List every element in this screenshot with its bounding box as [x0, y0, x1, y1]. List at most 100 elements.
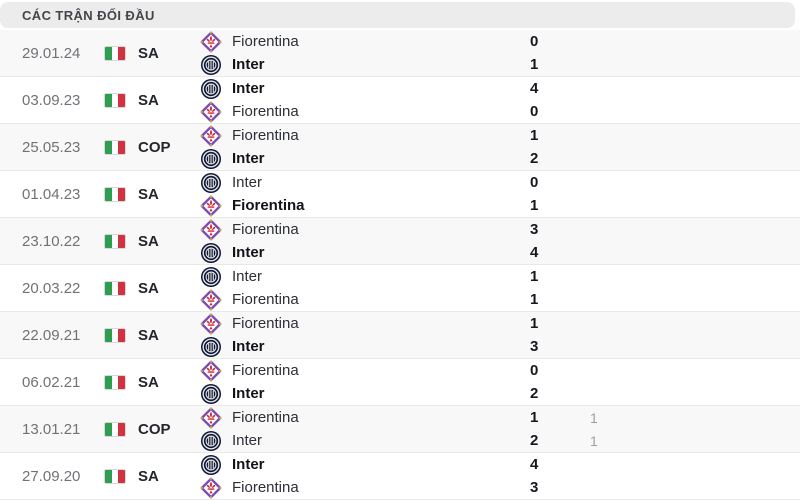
team-line: Fiorentina 1 — [200, 289, 800, 311]
competition-code: SA — [138, 232, 159, 250]
match-row[interactable]: 23.10.22 SA Fiorentina 3 Inter 4 — [0, 218, 800, 265]
team-score-secondary: 1 — [590, 432, 598, 449]
match-row[interactable]: 27.09.20 SA Inter 4 Fiorentina 3 — [0, 453, 800, 500]
fiorentina-logo-icon — [200, 407, 222, 429]
italy-flag-icon — [104, 327, 126, 343]
team-score-secondary: 1 — [590, 409, 598, 426]
team-name: Inter — [232, 150, 265, 167]
fiorentina-logo-icon — [200, 360, 222, 382]
team-name: Inter — [232, 338, 265, 355]
inter-logo-icon — [200, 266, 222, 288]
match-row[interactable]: 29.01.24 SA Fiorentina 0 Inter 1 — [0, 30, 800, 77]
match-teams: Fiorentina 0 Inter 1 — [200, 30, 800, 76]
team-score: 0 — [530, 174, 539, 191]
competition-code: SA — [138, 326, 159, 344]
team-score: 1 — [530, 56, 539, 73]
inter-logo-icon — [200, 454, 222, 476]
team-score: 1 — [530, 409, 539, 426]
match-row[interactable]: 06.02.21 SA Fiorentina 0 Inter 2 — [0, 359, 800, 406]
team-score: 1 — [530, 268, 539, 285]
match-date: 25.05.23 — [22, 138, 81, 156]
italy-flag-icon — [104, 421, 126, 437]
match-row[interactable]: 03.09.23 SA Inter 4 Fiorentina 0 — [0, 77, 800, 124]
team-line: Inter 2 — [200, 383, 800, 405]
fiorentina-logo-icon — [200, 219, 222, 241]
competition-code: SA — [138, 373, 159, 391]
fiorentina-logo-icon — [200, 125, 222, 147]
competition-code: SA — [138, 467, 159, 485]
match-date: 01.04.23 — [22, 185, 81, 203]
match-teams: Inter 0 Fiorentina 1 — [200, 171, 800, 217]
italy-flag-icon — [104, 92, 126, 108]
match-date: 03.09.23 — [22, 91, 81, 109]
team-line: Fiorentina 1 — [200, 313, 800, 335]
team-name: Inter — [232, 432, 263, 449]
team-line: Fiorentina 0 — [200, 31, 800, 53]
team-line: Fiorentina 1 1 — [200, 407, 800, 429]
match-teams: Fiorentina 3 Inter 4 — [200, 218, 800, 264]
team-line: Inter 2 — [200, 148, 800, 170]
team-name: Fiorentina — [232, 409, 299, 426]
team-score: 3 — [530, 338, 539, 355]
match-row[interactable]: 13.01.21 COP Fiorentina 1 1 Inter 2 1 — [0, 406, 800, 453]
team-line: Fiorentina 3 — [200, 219, 800, 241]
fiorentina-logo-icon — [200, 101, 222, 123]
match-row[interactable]: 22.09.21 SA Fiorentina 1 Inter 3 — [0, 312, 800, 359]
match-teams: Fiorentina 1 1 Inter 2 1 — [200, 406, 800, 452]
team-score: 2 — [530, 432, 539, 449]
team-name: Inter — [232, 56, 265, 73]
team-name: Fiorentina — [232, 315, 299, 332]
team-line: Fiorentina 1 — [200, 195, 800, 217]
team-score: 4 — [530, 80, 539, 97]
team-score: 4 — [530, 456, 539, 473]
fiorentina-logo-icon — [200, 477, 222, 499]
match-row[interactable]: 20.03.22 SA Inter 1 Fiorentina 1 — [0, 265, 800, 312]
team-name: Fiorentina — [232, 291, 299, 308]
match-date: 20.03.22 — [22, 279, 81, 297]
team-line: Inter 3 — [200, 336, 800, 358]
team-line: Inter 4 — [200, 242, 800, 264]
team-score: 3 — [530, 221, 539, 238]
team-score: 2 — [530, 385, 539, 402]
team-score: 0 — [530, 362, 539, 379]
team-line: Fiorentina 0 — [200, 101, 800, 123]
match-row[interactable]: 25.05.23 COP Fiorentina 1 Inter 2 — [0, 124, 800, 171]
inter-logo-icon — [200, 78, 222, 100]
match-row[interactable]: 01.04.23 SA Inter 0 Fiorentina 1 — [0, 171, 800, 218]
inter-logo-icon — [200, 383, 222, 405]
section-title: CÁC TRẬN ĐỐI ĐẦU — [22, 7, 155, 23]
italy-flag-icon — [104, 280, 126, 296]
team-line: Inter 1 — [200, 266, 800, 288]
team-score: 1 — [530, 127, 539, 144]
team-name: Fiorentina — [232, 362, 299, 379]
inter-logo-icon — [200, 172, 222, 194]
match-date: 06.02.21 — [22, 373, 81, 391]
match-teams: Inter 4 Fiorentina 3 — [200, 453, 800, 499]
team-name: Inter — [232, 268, 263, 285]
team-score: 1 — [530, 197, 539, 214]
italy-flag-icon — [104, 45, 126, 61]
match-teams: Inter 1 Fiorentina 1 — [200, 265, 800, 311]
team-score: 0 — [530, 103, 539, 120]
team-line: Inter 0 — [200, 172, 800, 194]
team-line: Inter 2 1 — [200, 430, 800, 452]
team-name: Inter — [232, 174, 263, 191]
match-date: 29.01.24 — [22, 44, 81, 62]
fiorentina-logo-icon — [200, 195, 222, 217]
match-date: 23.10.22 — [22, 232, 81, 250]
fiorentina-logo-icon — [200, 289, 222, 311]
italy-flag-icon — [104, 374, 126, 390]
competition-code: COP — [138, 420, 171, 438]
match-list: 29.01.24 SA Fiorentina 0 Inter 1 03.09.23 SA Int… — [0, 30, 800, 500]
team-score: 3 — [530, 479, 539, 496]
match-teams: Inter 4 Fiorentina 0 — [200, 77, 800, 123]
section-header: CÁC TRẬN ĐỐI ĐẦU — [0, 2, 795, 28]
fiorentina-logo-icon — [200, 31, 222, 53]
team-score: 1 — [530, 291, 539, 308]
match-teams: Fiorentina 0 Inter 2 — [200, 359, 800, 405]
team-score: 0 — [530, 33, 539, 50]
match-date: 22.09.21 — [22, 326, 81, 344]
team-line: Fiorentina 3 — [200, 477, 800, 499]
team-line: Inter 4 — [200, 454, 800, 476]
competition-code: COP — [138, 138, 171, 156]
